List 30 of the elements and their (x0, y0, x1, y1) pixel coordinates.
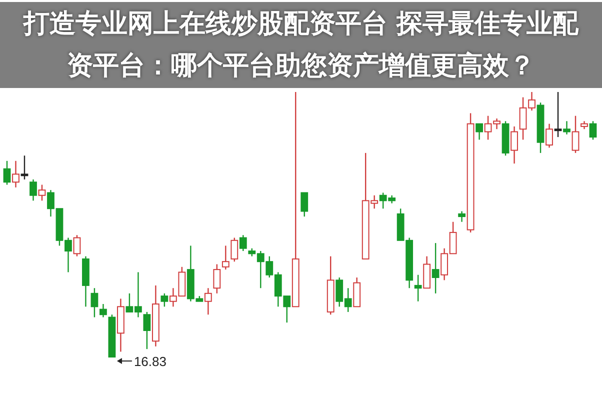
candlestick (222, 245, 230, 270)
candlestick (510, 126, 518, 164)
candlestick (572, 115, 580, 154)
candlestick (30, 178, 37, 202)
candlestick (160, 292, 168, 308)
candlestick (476, 123, 483, 140)
candlestick (353, 276, 361, 308)
candlestick (414, 274, 422, 302)
candlestick (143, 311, 151, 350)
candlestick (458, 210, 466, 222)
candlestick (12, 160, 20, 188)
candlestick (204, 288, 212, 316)
candlestick (423, 256, 431, 289)
candlestick (432, 242, 440, 294)
chart-title: 打造专业网上在线炒股配资平台 探寻最佳专业配资平台：哪个平台助您资产增值更高效？ (22, 8, 580, 83)
candlestick (300, 192, 308, 218)
candlestick (546, 123, 553, 148)
candlestick (38, 184, 46, 202)
annotation: 16.83 (134, 354, 166, 369)
candlestick (20, 155, 28, 180)
candlestick (239, 234, 247, 252)
candlestick (554, 91, 562, 138)
candlestick (563, 120, 570, 135)
candlestick (230, 237, 238, 262)
candlestick (213, 264, 221, 294)
candlestick (90, 288, 98, 318)
candlestick (100, 303, 107, 318)
candlestick (3, 160, 11, 186)
candlestick (73, 234, 81, 257)
candlestick (589, 120, 597, 140)
